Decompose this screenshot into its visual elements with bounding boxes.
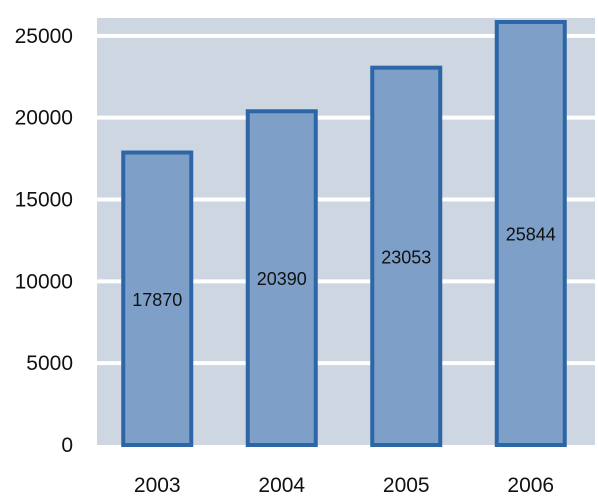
y-tick-label-5000: 5000 [26,352,73,375]
x-axis-ticks: 2003 2004 2005 2006 [134,474,554,497]
y-tick-label-25000: 25000 [15,25,73,48]
data-label-2006: 25844 [506,225,556,245]
data-label-2004: 20390 [257,269,307,289]
y-tick-label-0: 0 [61,434,73,457]
data-label-2005: 23053 [381,247,431,267]
y-tick-label-20000: 20000 [15,107,73,130]
y-tick-label-15000: 15000 [15,188,73,211]
x-tick-label-2003: 2003 [134,474,181,497]
x-tick-label-2006: 2006 [507,474,554,497]
data-label-2003: 17870 [132,290,182,310]
x-tick-label-2004: 2004 [258,474,305,497]
y-axis-ticks: 0 5000 10000 15000 20000 25000 [15,25,73,457]
x-tick-label-2005: 2005 [383,474,430,497]
y-tick-label-10000: 10000 [15,270,73,293]
